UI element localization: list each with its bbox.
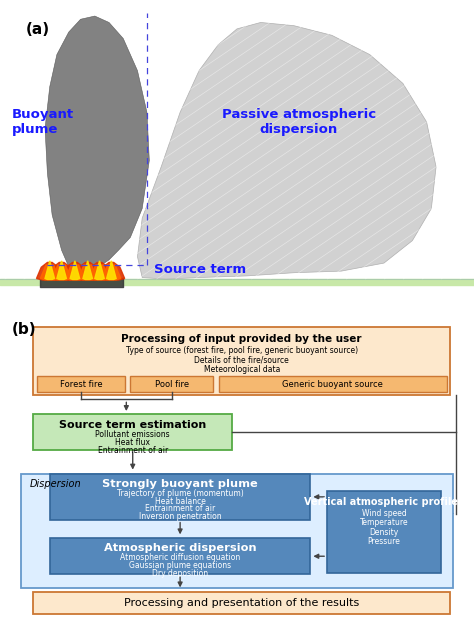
Text: Wind speed: Wind speed	[362, 509, 406, 518]
Text: Type of source (forest fire, pool fire, generic buoyant source): Type of source (forest fire, pool fire, …	[126, 346, 358, 355]
Text: Source term estimation: Source term estimation	[59, 420, 206, 430]
Bar	[219, 376, 447, 392]
Bar	[50, 538, 310, 574]
Text: Passive atmospheric
dispersion: Passive atmospheric dispersion	[221, 108, 376, 136]
Text: Heat balance: Heat balance	[155, 497, 206, 506]
Polygon shape	[65, 265, 84, 280]
Text: Dispersion: Dispersion	[30, 479, 82, 489]
Text: Atmospheric dispersion: Atmospheric dispersion	[104, 543, 256, 553]
Bar	[33, 414, 232, 450]
Text: Temperature: Temperature	[360, 518, 408, 528]
Bar	[50, 474, 310, 520]
Text: Vertical atmospheric profiles: Vertical atmospheric profiles	[304, 497, 464, 506]
Polygon shape	[57, 261, 66, 280]
Polygon shape	[36, 262, 63, 280]
Polygon shape	[78, 265, 97, 280]
Text: Density: Density	[369, 528, 399, 536]
Text: Trajectory of plume (momentum): Trajectory of plume (momentum)	[117, 490, 244, 498]
Polygon shape	[95, 261, 104, 280]
Polygon shape	[70, 261, 80, 280]
Text: Pollutant emissions: Pollutant emissions	[95, 430, 170, 439]
Text: Processing and presentation of the results: Processing and presentation of the resul…	[124, 598, 359, 608]
Bar	[327, 492, 441, 573]
Text: Entrainment of air: Entrainment of air	[145, 504, 215, 513]
Text: Strongly buoyant plume: Strongly buoyant plume	[102, 479, 258, 489]
Text: Processing of input provided by the user: Processing of input provided by the user	[121, 334, 362, 344]
Bar	[130, 376, 213, 392]
Text: Entrainment of air: Entrainment of air	[98, 445, 168, 455]
Text: Pool fire: Pool fire	[155, 380, 189, 389]
Polygon shape	[83, 261, 92, 280]
Polygon shape	[52, 265, 71, 280]
Text: Source term: Source term	[154, 263, 246, 276]
Text: Forest fire: Forest fire	[60, 380, 102, 389]
Polygon shape	[107, 261, 116, 280]
Polygon shape	[137, 22, 436, 279]
Polygon shape	[62, 262, 88, 280]
Bar	[33, 327, 450, 395]
Polygon shape	[48, 262, 75, 280]
Text: Buoyant
plume: Buoyant plume	[12, 108, 74, 136]
Text: Meteorological data: Meteorological data	[203, 364, 280, 374]
Polygon shape	[102, 265, 121, 280]
Polygon shape	[86, 262, 113, 280]
Text: Atmospheric diffusion equation: Atmospheric diffusion equation	[120, 553, 240, 562]
Bar	[21, 473, 453, 589]
Text: Generic buoyant source: Generic buoyant source	[283, 380, 383, 389]
Text: Inversion penetration: Inversion penetration	[139, 511, 221, 521]
Bar	[37, 376, 125, 392]
Text: Gaussian plume equations: Gaussian plume equations	[129, 561, 231, 570]
Text: Pressure: Pressure	[367, 537, 401, 546]
Text: (b): (b)	[12, 322, 36, 337]
Text: (a): (a)	[26, 22, 50, 37]
Polygon shape	[45, 261, 55, 280]
Bar	[33, 592, 450, 614]
Text: Heat flux: Heat flux	[115, 438, 150, 447]
Polygon shape	[74, 262, 101, 280]
Text: Details of the fire/source: Details of the fire/source	[194, 355, 289, 364]
Polygon shape	[98, 262, 125, 280]
Polygon shape	[40, 265, 59, 280]
Text: Dry deposition: Dry deposition	[152, 569, 208, 578]
Polygon shape	[90, 265, 109, 280]
Polygon shape	[45, 16, 149, 277]
